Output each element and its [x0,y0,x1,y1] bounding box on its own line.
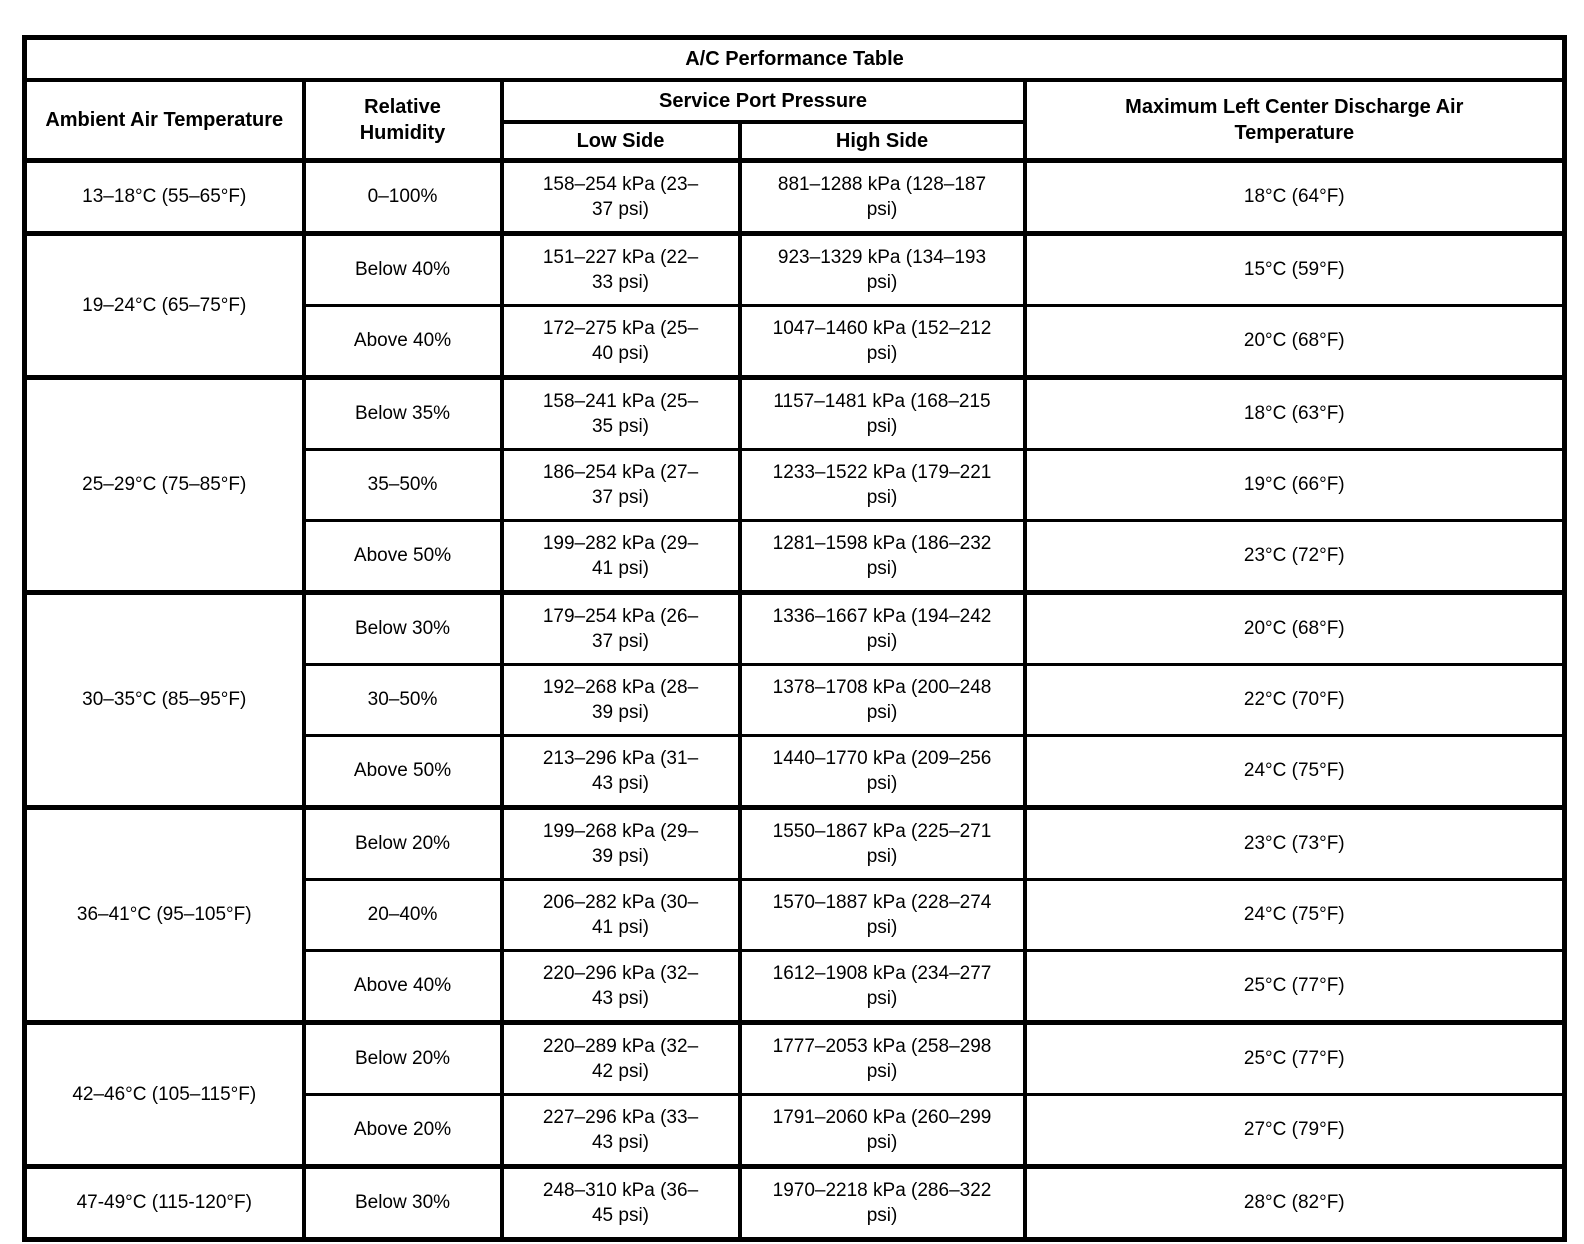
low-side-cell: 199–282 kPa (29–41 psi) [499,519,742,594]
low-side-cell: 220–289 kPa (32–42 psi) [499,1020,742,1096]
humidity-cell: Below 30% [301,1164,504,1241]
ambient-cell: 13–18°C (55–65°F) [22,158,306,235]
high-side-cell: 1570–1887 kPa (228–274 psi) [737,878,1027,952]
low-side-cell: 158–254 kPa (23–37 psi) [499,158,742,235]
table-row: 13–18°C (55–65°F) 0–100% 158–254 kPa (23… [22,158,1567,235]
ac-performance-table: A/C Performance Table Ambient Air Temper… [22,35,1568,1242]
header-row-1: Ambient Air Temperature Relative Humidit… [22,78,1567,162]
high-side-cell: 881–1288 kPa (128–187 psi) [737,158,1027,235]
high-side-cell: 1047–1460 kPa (152–212 psi) [737,304,1027,379]
table-title-row: A/C Performance Table [22,36,1567,82]
humidity-cell: Above 40% [301,304,504,379]
low-side-cell: 220–296 kPa (32–43 psi) [499,949,742,1024]
low-side-cell: 192–268 kPa (28–39 psi) [499,663,742,737]
high-side-cell: 1777–2053 kPa (258–298 psi) [737,1020,1027,1096]
low-side-cell: 227–296 kPa (33–43 psi) [499,1093,742,1168]
table-row: Above 50% 213–296 kPa (31–43 psi) 1440–1… [25,734,1567,809]
header-high-side: High Side [737,120,1027,162]
humidity-cell: 30–50% [301,663,504,737]
discharge-cell: 19°C (66°F) [1022,448,1567,522]
low-side-cell: 199–268 kPa (29–39 psi) [499,805,742,881]
table-row: 25–29°C (75–85°F) Below 35% 158–241 kPa … [22,375,1567,594]
humidity-cell: Below 20% [301,805,504,881]
humidity-cell: Below 20% [301,1020,504,1096]
ambient-cell: 42–46°C (105–115°F) [22,1020,306,1168]
table-row: Above 50% 199–282 kPa (29–41 psi) 1281–1… [25,519,1567,594]
discharge-cell: 24°C (75°F) [1022,734,1567,809]
low-side-cell: 179–254 kPa (26–37 psi) [499,590,742,666]
high-side-cell: 1440–1770 kPa (209–256 psi) [737,734,1027,809]
discharge-cell: 23°C (72°F) [1022,519,1567,594]
table-row: Above 20% 227–296 kPa (33–43 psi) 1791–2… [25,1093,1567,1168]
humidity-cell: Below 30% [301,590,504,666]
table-row: 47-49°C (115-120°F) Below 30% 248–310 kP… [22,1164,1567,1241]
discharge-cell: 25°C (77°F) [1022,949,1567,1024]
table-row: 19–24°C (65–75°F) Below 40% 151–227 kPa … [22,231,1567,379]
discharge-cell: 18°C (63°F) [1022,375,1567,451]
humidity-cell: Above 40% [301,949,504,1024]
high-side-cell: 1378–1708 kPa (200–248 psi) [737,663,1027,737]
table-row: 35–50% 186–254 kPa (27–37 psi) 1233–1522… [25,448,1567,522]
header-ambient-air-temperature: Ambient Air Temperature [22,78,306,162]
ambient-cell: 36–41°C (95–105°F) [22,805,306,1024]
low-side-cell: 172–275 kPa (25–40 psi) [499,304,742,379]
high-side-cell: 1612–1908 kPa (234–277 psi) [737,949,1027,1024]
discharge-cell: 18°C (64°F) [1022,158,1567,235]
humidity-cell: 0–100% [301,158,504,235]
header-service-port-pressure: Service Port Pressure [499,78,1027,124]
discharge-cell: 20°C (68°F) [1022,590,1567,666]
discharge-cell: 15°C (59°F) [1022,231,1567,307]
table-row: 30–35°C (85–95°F) Below 30% 179–254 kPa … [22,590,1567,809]
table-row: 36–41°C (95–105°F) Below 20% 199–268 kPa… [22,805,1567,1024]
high-side-cell: 1157–1481 kPa (168–215 psi) [737,375,1027,451]
ambient-cell: 30–35°C (85–95°F) [22,590,306,809]
table-title: A/C Performance Table [22,36,1567,82]
table-row: Above 40% 220–296 kPa (32–43 psi) 1612–1… [25,949,1567,1024]
table-row: 42–46°C (105–115°F) Below 20% 220–289 kP… [22,1020,1567,1168]
low-side-cell: 248–310 kPa (36–45 psi) [499,1164,742,1241]
low-side-cell: 206–282 kPa (30–41 psi) [499,878,742,952]
low-side-cell: 158–241 kPa (25–35 psi) [499,375,742,451]
ambient-cell: 25–29°C (75–85°F) [22,375,306,594]
low-side-cell: 213–296 kPa (31–43 psi) [499,734,742,809]
table-row: Above 40% 172–275 kPa (25–40 psi) 1047–1… [25,304,1567,379]
discharge-cell: 20°C (68°F) [1022,304,1567,379]
discharge-cell: 28°C (82°F) [1022,1164,1567,1241]
high-side-cell: 923–1329 kPa (134–193 psi) [737,231,1027,307]
discharge-cell: 25°C (77°F) [1022,1020,1567,1096]
humidity-cell: 35–50% [301,448,504,522]
high-side-cell: 1550–1867 kPa (225–271 psi) [737,805,1027,881]
discharge-cell: 27°C (79°F) [1022,1093,1567,1168]
ambient-cell: 19–24°C (65–75°F) [22,231,306,379]
humidity-cell: Below 40% [301,231,504,307]
humidity-cell: Above 20% [301,1093,504,1168]
low-side-cell: 186–254 kPa (27–37 psi) [499,448,742,522]
low-side-cell: 151–227 kPa (22–33 psi) [499,231,742,307]
humidity-cell: Above 50% [301,519,504,594]
table-row: 20–40% 206–282 kPa (30–41 psi) 1570–1887… [25,878,1567,952]
discharge-cell: 23°C (73°F) [1022,805,1567,881]
high-side-cell: 1970–2218 kPa (286–322 psi) [737,1164,1027,1241]
humidity-cell: 20–40% [301,878,504,952]
discharge-cell: 24°C (75°F) [1022,878,1567,952]
header-row-2: Low Side High Side [25,120,1565,162]
humidity-cell: Above 50% [301,734,504,809]
ambient-cell: 47-49°C (115-120°F) [22,1164,306,1241]
discharge-cell: 22°C (70°F) [1022,663,1567,737]
humidity-cell: Below 35% [301,375,504,451]
header-max-discharge-temperature: Maximum Left Center Discharge Air Temper… [1022,78,1567,162]
high-side-cell: 1336–1667 kPa (194–242 psi) [737,590,1027,666]
header-relative-humidity: Relative Humidity [301,78,504,162]
table-row: 30–50% 192–268 kPa (28–39 psi) 1378–1708… [25,663,1567,737]
high-side-cell: 1233–1522 kPa (179–221 psi) [737,448,1027,522]
header-low-side: Low Side [499,120,742,162]
high-side-cell: 1281–1598 kPa (186–232 psi) [737,519,1027,594]
high-side-cell: 1791–2060 kPa (260–299 psi) [737,1093,1027,1168]
